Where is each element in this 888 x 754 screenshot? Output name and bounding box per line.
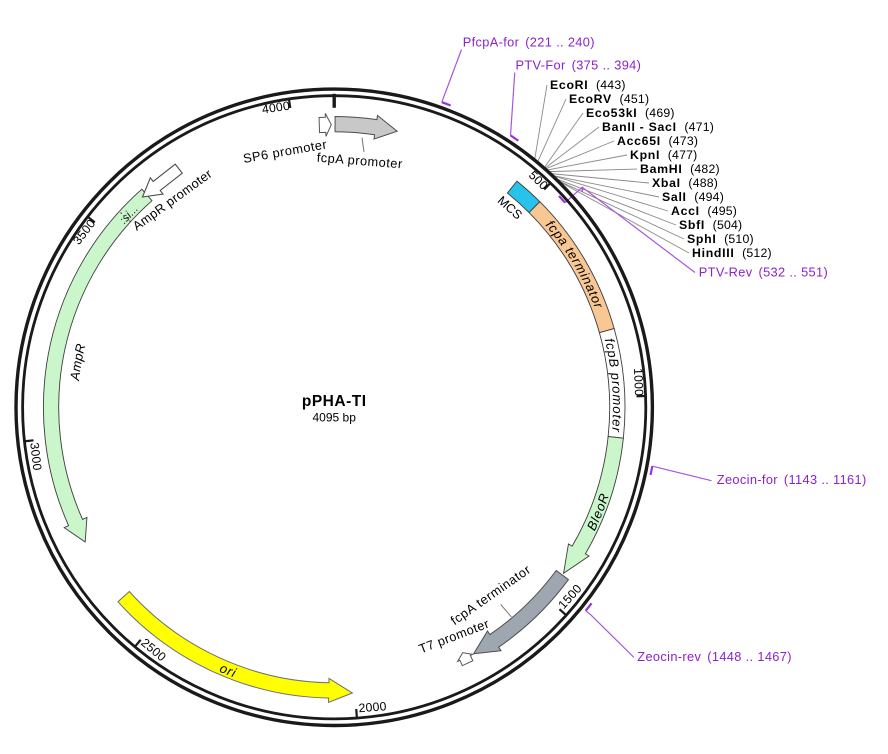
svg-text:PTV-For(375 .. 394): PTV-For (375 .. 394) — [516, 58, 642, 73]
svg-text:PfcpA-for(221 .. 240): PfcpA-for (221 .. 240) — [463, 35, 595, 50]
svg-text:BamHI (482): BamHI (482) — [640, 162, 720, 176]
svg-text:AmpR: AmpR — [67, 342, 88, 382]
svg-text:EcoRV (451): EcoRV (451) — [569, 92, 649, 106]
svg-text:PTV-Rev(532 .. 551): PTV-Rev (532 .. 551) — [699, 265, 828, 280]
svg-text:XbaI (488): XbaI (488) — [652, 176, 718, 190]
svg-text:AccI (495): AccI (495) — [671, 204, 737, 218]
svg-text:Acc65I (473): Acc65I (473) — [617, 134, 698, 148]
svg-text:KpnI (477): KpnI (477) — [630, 148, 697, 162]
svg-text:fcpA promoter: fcpA promoter — [316, 150, 403, 172]
svg-text:pPHA-TI: pPHA-TI — [302, 393, 367, 410]
svg-text:BanII - SacI (471): BanII - SacI (471) — [602, 120, 714, 134]
svg-text:2000: 2000 — [358, 699, 387, 715]
svg-text:4000: 4000 — [261, 99, 291, 117]
svg-text:ori: ori — [218, 660, 239, 680]
svg-text:SalI (494): SalI (494) — [662, 190, 724, 204]
svg-text:EcoRI (443): EcoRI (443) — [550, 78, 626, 92]
svg-text:HindIII (512): HindIII (512) — [692, 246, 772, 260]
svg-text:3000: 3000 — [27, 442, 44, 471]
svg-text:4095 bp: 4095 bp — [313, 411, 357, 425]
svg-text:SphI (510): SphI (510) — [687, 232, 754, 246]
svg-text:SbfI (504): SbfI (504) — [679, 218, 742, 232]
svg-text:Zeocin-for(1143 .. 1161): Zeocin-for (1143 .. 1161) — [717, 472, 867, 487]
svg-text:Eco53kI (469): Eco53kI (469) — [586, 106, 675, 120]
svg-text:1000: 1000 — [631, 368, 646, 397]
svg-text:Zeocin-rev(1448 .. 1467): Zeocin-rev (1448 .. 1467) — [637, 649, 792, 664]
